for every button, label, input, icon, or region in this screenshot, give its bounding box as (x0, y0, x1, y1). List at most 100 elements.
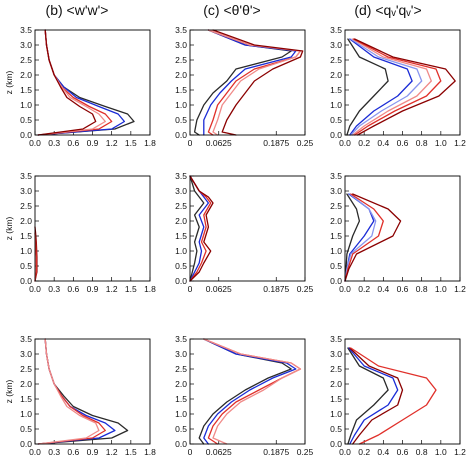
y-tick-label: 2.0 (175, 70, 187, 80)
x-tick-label: 0.2 (358, 284, 370, 294)
y-tick-label: 3.0 (175, 186, 187, 196)
y-axis-label: z (km) (4, 380, 14, 404)
series-line-blue (349, 38, 413, 136)
series-line-pink (352, 38, 432, 136)
y-tick-label: 1.0 (175, 246, 187, 256)
x-tick-label: 0.1875 (263, 138, 289, 148)
panel-9: 0.0 0.2 0.4 0.6 0.8 1.0 1.2 0.0 0.5 1.0 1.5 2.0 2.5 3… (330, 334, 466, 457)
y-tick-label: 0.0 (330, 276, 342, 286)
series-line-red (37, 29, 113, 136)
y-tick-label: 1.0 (20, 100, 32, 110)
y-tick-label: 1.0 (330, 100, 342, 110)
panel-frame (189, 175, 306, 282)
series-line-dark-red (189, 175, 214, 282)
series-line-red (344, 193, 384, 282)
y-tick-label: 3.0 (20, 40, 32, 50)
series-line-light-blue (344, 193, 377, 282)
x-tick-label: 1.5 (125, 138, 137, 148)
panel-1: 0.0 0.3 0.6 0.9 1.2 1.5 1.8 0.0 0.5 1.0 1.5 2.0 2.5 3… (4, 25, 156, 148)
y-tick-label: 1.5 (20, 231, 32, 241)
y-tick-label: 2.5 (20, 364, 32, 374)
y-tick-label: 1.5 (175, 231, 187, 241)
x-tick-label: 1.2 (454, 447, 466, 457)
series-line-dark-red (37, 29, 97, 136)
x-tick-label: 0.0625 (206, 138, 232, 148)
y-tick-label: 3.0 (330, 349, 342, 359)
panel-7: 0.0 0.3 0.6 0.9 1.2 1.5 1.8 0.0 0.5 1.0 1.5 2.0 2.5 3… (4, 334, 156, 457)
y-tick-label: 0.0 (330, 130, 342, 140)
x-tick-label: 1.0 (435, 447, 447, 457)
x-tick-label: 1.0 (435, 284, 447, 294)
y-tick-label: 2.0 (330, 216, 342, 226)
y-tick-label: 0.5 (330, 424, 342, 434)
panel-5: 0 0.0625 0.1875 0.25 0.0 0.5 1.0 1.5 2.0 2.5 3.0 3.… (175, 171, 313, 294)
panel-frame (189, 29, 306, 136)
x-tick-label: 1.2 (454, 138, 466, 148)
y-tick-label: 2.5 (20, 201, 32, 211)
x-tick-label: 0.6 (397, 284, 409, 294)
y-tick-label: 2.5 (175, 55, 187, 65)
y-tick-label: 3.5 (175, 25, 187, 35)
y-tick-label: 3.5 (330, 25, 342, 35)
series-line-blue (189, 175, 210, 282)
y-tick-label: 1.0 (175, 409, 187, 419)
series-line-red (350, 347, 437, 445)
x-tick-label: 0.1875 (263, 447, 289, 457)
y-tick-label: 3.0 (175, 40, 187, 50)
y-tick-label: 3.0 (175, 349, 187, 359)
series-line-red (352, 38, 442, 136)
x-tick-label: 0.4 (377, 138, 389, 148)
y-tick-label: 1.5 (330, 231, 342, 241)
panel-frame (34, 175, 151, 282)
y-tick-label: 3.0 (20, 186, 32, 196)
series-line-pink (37, 338, 100, 445)
x-tick-label: 1.5 (125, 447, 137, 457)
x-tick-label: 0.2 (358, 447, 370, 457)
series-line-black (189, 175, 205, 282)
y-tick-label: 1.0 (175, 100, 187, 110)
y-tick-label: 0.0 (175, 439, 187, 449)
y-tick-label: 2.5 (175, 364, 187, 374)
y-tick-label: 1.0 (20, 409, 32, 419)
series-line-black (37, 338, 129, 445)
y-tick-label: 3.5 (330, 171, 342, 181)
x-tick-label: 0.0625 (206, 284, 232, 294)
x-tick-label: 0 (188, 138, 193, 148)
x-tick-label: 1.0 (435, 138, 447, 148)
x-tick-label: 0.9 (87, 447, 99, 457)
x-tick-label: 1.2 (106, 447, 118, 457)
panel-frame (34, 338, 151, 445)
x-tick-label: 0.9 (87, 138, 99, 148)
y-tick-label: 1.5 (330, 85, 342, 95)
y-tick-label: 3.5 (175, 334, 187, 344)
y-tick-label: 2.5 (330, 201, 342, 211)
x-tick-label: 0.0 (29, 447, 41, 457)
y-tick-label: 3.0 (330, 186, 342, 196)
y-tick-label: 2.5 (20, 55, 32, 65)
column-title-d: (d) <qᵥ'qᵥ'> (354, 2, 421, 18)
column-title-b: (b) <w'w'> (46, 2, 109, 18)
y-tick-label: 0.5 (330, 261, 342, 271)
series-line-blue (37, 29, 126, 136)
y-tick-label: 0.0 (175, 130, 187, 140)
y-tick-label: 1.0 (330, 246, 342, 256)
panel-8: 0 0.0625 0.1875 0.25 0.0 0.5 1.0 1.5 2.0 2.5 3.0 3.… (175, 334, 313, 457)
x-tick-label: 0.25 (297, 138, 314, 148)
x-tick-label: 0.25 (297, 284, 314, 294)
x-tick-label: 0.4 (377, 284, 389, 294)
series-line-dark-red (212, 29, 304, 136)
series-line-blue (203, 338, 297, 445)
y-tick-label: 0.5 (175, 424, 187, 434)
y-tick-label: 1.5 (330, 394, 342, 404)
x-tick-label: 0.8 (416, 447, 428, 457)
x-tick-label: 1.8 (144, 284, 156, 294)
panel-frame (189, 338, 306, 445)
series-line-red (203, 338, 302, 445)
series-line-black (37, 29, 135, 136)
x-tick-label: 1.5 (125, 284, 137, 294)
y-tick-label: 3.5 (20, 334, 32, 344)
x-tick-label: 0.4 (377, 447, 389, 457)
column-title-c: (c) <θ'θ'> (203, 2, 260, 18)
series-line-black (193, 29, 292, 136)
